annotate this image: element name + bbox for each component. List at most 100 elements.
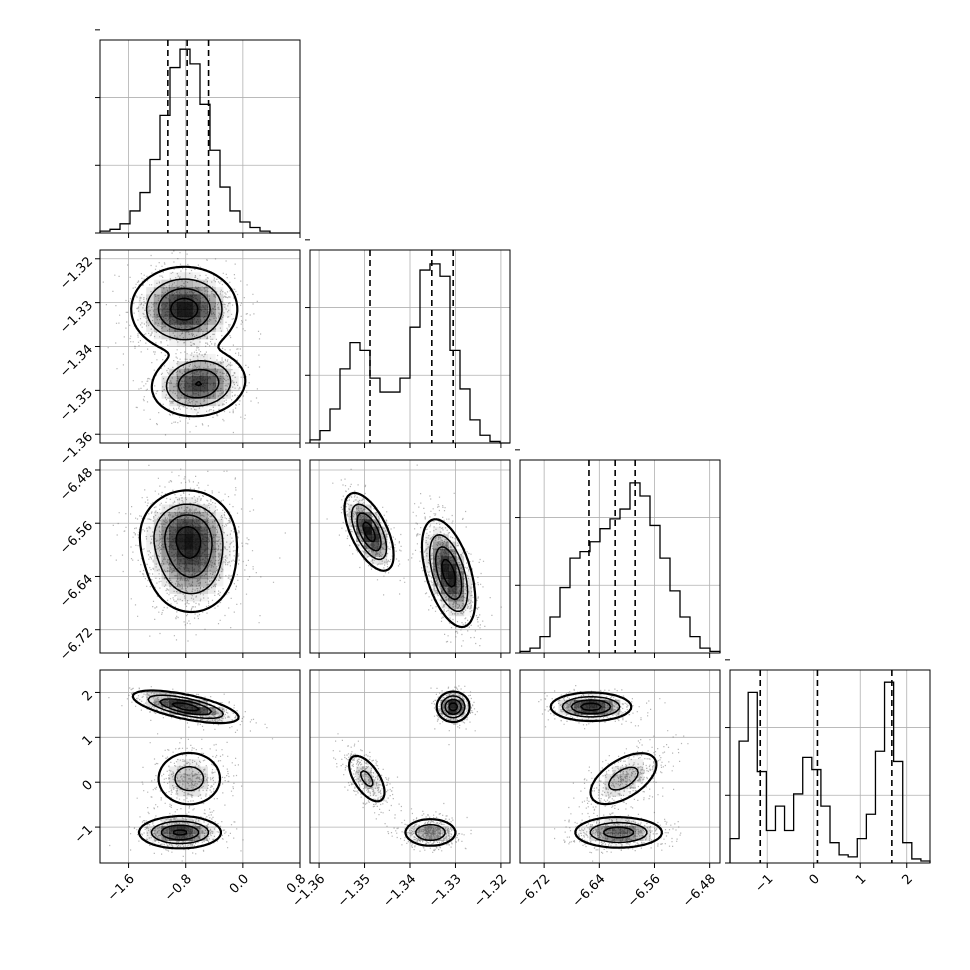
density-contour	[145, 278, 232, 407]
x-tick-label: −1.32	[471, 872, 510, 911]
y-tick-label: 2	[80, 688, 96, 704]
density-bin	[176, 840, 185, 849]
density-bin	[456, 578, 465, 587]
density-contour	[171, 702, 200, 836]
density-bin	[200, 781, 208, 790]
density-bin	[200, 511, 208, 520]
density-bin	[192, 818, 201, 827]
density-bin	[371, 773, 380, 782]
density-bin	[433, 833, 442, 842]
density-bin	[363, 766, 372, 775]
density-bin	[192, 361, 201, 370]
density-bin	[215, 324, 224, 332]
density-bin	[153, 563, 162, 572]
density-bin	[379, 549, 388, 557]
density-bin	[643, 833, 652, 842]
density-bin	[192, 781, 201, 790]
density-bin	[200, 766, 208, 775]
density-bin	[440, 571, 449, 580]
density-bin	[371, 541, 380, 550]
density-bin	[604, 825, 613, 834]
density-bin	[200, 526, 208, 535]
density-bin	[176, 316, 185, 325]
density-bin	[153, 526, 162, 535]
density-bin	[146, 519, 154, 527]
density-bin	[192, 391, 201, 399]
density-bin	[192, 766, 201, 775]
density-bin	[207, 526, 216, 535]
density-bin	[620, 773, 628, 782]
density-bin	[192, 316, 201, 325]
density-bin	[176, 773, 185, 782]
density-bin	[604, 707, 613, 715]
density-contour	[580, 702, 602, 711]
density-bin	[200, 571, 208, 580]
density-bin	[612, 825, 621, 834]
density-bin	[425, 833, 434, 842]
density-bin	[138, 309, 147, 318]
density-bin	[184, 287, 193, 295]
density-bin	[200, 287, 208, 295]
density-bin	[215, 309, 224, 318]
density-bin	[169, 272, 178, 280]
density-bin	[596, 825, 605, 834]
density-bin	[207, 361, 216, 370]
x-tick-label: −1	[752, 872, 776, 896]
density-bin	[184, 556, 193, 565]
density-bin	[230, 376, 239, 384]
density-bin	[169, 781, 178, 790]
density-bin	[192, 405, 201, 414]
density-bin	[200, 549, 208, 557]
density-bin	[440, 833, 449, 842]
density-bin	[176, 781, 185, 790]
density-bin	[456, 601, 465, 609]
density-bin	[215, 707, 224, 715]
density-bin	[184, 339, 193, 347]
x-tick-label: −6.56	[625, 872, 664, 911]
density-bin	[200, 578, 208, 587]
density-bin	[207, 324, 216, 332]
density-bin	[176, 788, 185, 797]
density-contour	[138, 489, 239, 614]
density-bin	[410, 833, 418, 842]
density-bin	[456, 563, 465, 572]
density-contour	[170, 297, 203, 387]
density-bin	[200, 368, 208, 377]
y-tick-label: −6.48	[57, 465, 96, 504]
x-tick-label: 0	[807, 872, 823, 888]
density-bin	[223, 527, 231, 535]
density-bin	[207, 586, 216, 594]
density-bin	[566, 707, 575, 715]
density-bin	[184, 519, 193, 528]
density-bin	[192, 541, 201, 550]
density-bin	[371, 788, 380, 797]
scatter-panel	[95, 669, 301, 868]
density-bin	[456, 556, 465, 565]
density-bin	[146, 833, 155, 842]
density-bin	[184, 526, 193, 535]
density-bin	[146, 309, 155, 318]
density-bin	[184, 309, 193, 318]
density-bin	[231, 369, 239, 377]
density-bin	[169, 279, 178, 288]
density-bin	[176, 376, 185, 384]
density-bin	[176, 368, 185, 377]
density-bin	[223, 376, 232, 384]
density-bin	[169, 578, 178, 587]
density-bin	[176, 692, 185, 700]
density-bin	[200, 383, 208, 392]
density-bin	[161, 578, 170, 587]
density-bin	[215, 556, 224, 565]
density-bin	[176, 309, 185, 318]
scatter-panel	[95, 459, 301, 658]
density-bin	[169, 391, 178, 399]
density-bin	[192, 353, 201, 362]
density-bin	[169, 825, 178, 834]
density-bin	[433, 586, 442, 594]
density-bin	[200, 294, 208, 303]
density-contour	[147, 694, 225, 845]
density-contour	[157, 287, 220, 399]
density-bin	[153, 294, 162, 303]
density-bin	[185, 406, 193, 414]
density-bin	[192, 368, 201, 377]
